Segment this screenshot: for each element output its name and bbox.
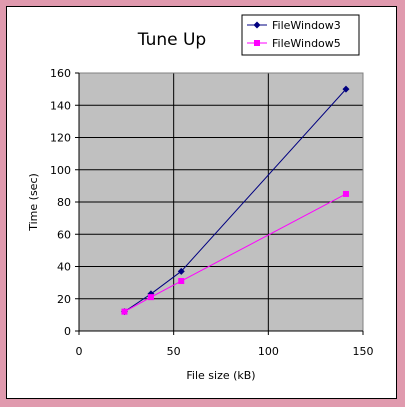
y-tick-label: 60	[57, 228, 71, 241]
data-point	[342, 85, 350, 93]
x-tick-label: 50	[167, 345, 181, 358]
data-point	[121, 308, 128, 315]
data-point	[147, 294, 154, 301]
series-FileWindow5	[121, 190, 349, 315]
chart-title: Tune Up	[137, 30, 206, 50]
legend-marker	[254, 40, 260, 46]
x-tick-label: 0	[76, 345, 83, 358]
x-tick-label: 100	[258, 345, 279, 358]
y-tick-label: 100	[50, 164, 71, 177]
legend: FileWindow3 FileWindow5	[241, 14, 360, 56]
y-tick-label: 140	[50, 99, 71, 112]
y-tick-label: 20	[57, 293, 71, 306]
y-axis-label: Time (sec)	[27, 173, 40, 232]
series-line	[124, 193, 347, 313]
x-tick-label: 150	[353, 345, 374, 358]
legend-label: FileWindow3	[272, 19, 341, 32]
series-line	[124, 88, 347, 313]
legend-label: FileWindow5	[272, 37, 341, 50]
data-point	[342, 190, 349, 197]
y-tick-label: 40	[57, 261, 71, 274]
legend-marker	[253, 21, 261, 29]
y-tick-label: 0	[64, 325, 71, 338]
y-tick-label: 160	[50, 67, 71, 80]
data-point	[177, 267, 185, 275]
axes: 0 20 40 60 80 100 120 140 160 0 50 100 150	[50, 67, 374, 358]
data-point	[178, 278, 185, 285]
legend-box	[241, 14, 360, 56]
series-group	[120, 85, 350, 316]
x-axis-label: File size (kB)	[186, 369, 255, 382]
y-tick-label: 80	[57, 196, 71, 209]
y-tick-label: 120	[50, 132, 71, 145]
